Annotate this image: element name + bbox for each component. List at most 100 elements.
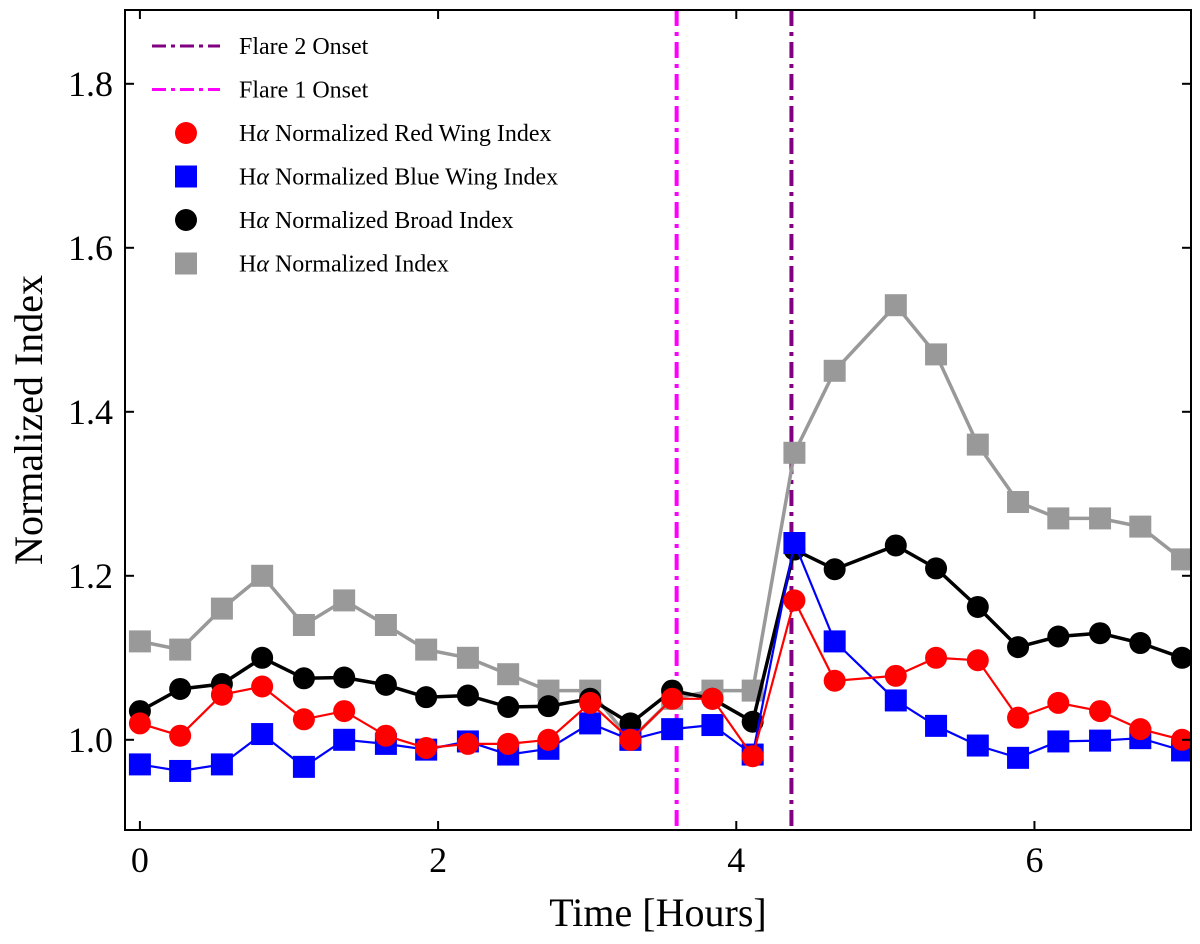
legend-item: Hα Normalized Red Wing Index bbox=[175, 121, 551, 147]
data-point bbox=[251, 723, 274, 746]
data-point bbox=[251, 646, 274, 669]
data-point bbox=[884, 664, 907, 687]
data-point bbox=[1089, 700, 1112, 723]
data-point bbox=[210, 597, 233, 620]
data-point bbox=[292, 667, 315, 690]
data-point bbox=[374, 614, 397, 636]
data-point bbox=[1089, 622, 1112, 645]
data-point bbox=[169, 759, 192, 782]
data-point bbox=[415, 737, 438, 759]
data-point bbox=[210, 753, 233, 776]
data-point bbox=[925, 557, 948, 580]
data-point bbox=[783, 589, 806, 612]
legend-marker bbox=[175, 252, 197, 275]
data-point bbox=[169, 724, 192, 747]
legend-label: Hα Normalized Index bbox=[239, 252, 449, 278]
legend-label-prefix: H bbox=[239, 208, 256, 234]
data-point bbox=[1007, 706, 1030, 729]
data-point bbox=[374, 673, 397, 696]
x-tick-label: 0 bbox=[131, 840, 149, 880]
data-point bbox=[701, 687, 724, 710]
legend-label-symbol: α bbox=[256, 208, 269, 234]
plot-frame bbox=[124, 9, 1192, 831]
data-point bbox=[497, 696, 520, 718]
data-point bbox=[1047, 730, 1070, 753]
legend-label: Flare 2 Onset bbox=[239, 34, 369, 60]
y-tick-label: 1.6 bbox=[68, 228, 113, 268]
data-point bbox=[884, 689, 907, 712]
data-point bbox=[925, 646, 948, 669]
data-point bbox=[823, 359, 846, 382]
plot-background bbox=[125, 10, 1191, 830]
data-point bbox=[169, 638, 192, 661]
data-point bbox=[783, 441, 806, 464]
data-point bbox=[1007, 636, 1030, 659]
data-point bbox=[1047, 507, 1070, 530]
data-point bbox=[456, 646, 479, 669]
data-point bbox=[292, 708, 315, 731]
data-point bbox=[1089, 729, 1112, 752]
legend-item: Flare 1 Onset bbox=[152, 78, 369, 104]
data-point bbox=[925, 343, 948, 366]
data-point bbox=[823, 669, 846, 692]
data-point bbox=[1171, 646, 1191, 669]
data-point bbox=[374, 724, 397, 747]
legend-label-suffix: Normalized Red Wing Index bbox=[269, 121, 552, 147]
y-tick-label: 1.2 bbox=[68, 556, 113, 596]
data-point bbox=[537, 728, 560, 751]
x-tick-label: 4 bbox=[727, 840, 745, 880]
data-point bbox=[292, 755, 315, 778]
data-point bbox=[783, 532, 806, 554]
legend-label-prefix: H bbox=[239, 252, 256, 278]
data-point bbox=[966, 433, 989, 456]
data-point bbox=[701, 714, 724, 737]
data-point bbox=[823, 630, 846, 653]
data-point bbox=[966, 649, 989, 672]
series-layer bbox=[128, 294, 1191, 782]
legend-label-prefix: H bbox=[239, 121, 256, 147]
data-point bbox=[333, 700, 356, 723]
data-point bbox=[661, 718, 684, 741]
data-point bbox=[333, 728, 356, 751]
data-point bbox=[966, 734, 989, 757]
legend-label-symbol: α bbox=[256, 121, 269, 147]
data-point bbox=[497, 663, 520, 686]
data-point bbox=[1129, 632, 1152, 655]
data-point bbox=[1007, 746, 1030, 769]
data-point bbox=[1129, 515, 1152, 538]
data-point bbox=[884, 534, 907, 557]
legend-item: Hα Normalized Index bbox=[175, 252, 449, 278]
x-axis-title: Time [Hours] bbox=[549, 890, 766, 935]
legend-label-symbol: α bbox=[256, 252, 269, 278]
data-point bbox=[1171, 548, 1191, 571]
data-point bbox=[925, 714, 948, 737]
legend-label-symbol: α bbox=[256, 165, 269, 191]
data-point bbox=[456, 684, 479, 707]
data-point bbox=[415, 686, 438, 709]
legend-item: Flare 2 Onset bbox=[152, 34, 369, 60]
data-point bbox=[456, 732, 479, 755]
data-point bbox=[741, 745, 764, 768]
legend-item: Hα Normalized Broad Index bbox=[175, 208, 514, 234]
data-point bbox=[292, 614, 315, 636]
y-axis-title: Normalized Index bbox=[6, 275, 51, 565]
data-point bbox=[884, 294, 907, 317]
legend-label: Hα Normalized Red Wing Index bbox=[239, 121, 551, 147]
legend-marker bbox=[175, 165, 197, 188]
data-point bbox=[1089, 507, 1112, 530]
data-point bbox=[497, 732, 520, 755]
series bbox=[128, 589, 1191, 768]
y-tick-label: 1.8 bbox=[68, 64, 113, 104]
legend-marker bbox=[175, 209, 197, 231]
y-axis: 1.0 1.2 1.4 1.6 1.8 bbox=[68, 64, 1191, 760]
legend-label-suffix: Normalized Index bbox=[269, 252, 449, 278]
data-point bbox=[128, 630, 151, 653]
legend-marker bbox=[175, 122, 197, 144]
legend-label: Hα Normalized Broad Index bbox=[239, 208, 514, 234]
legend-label-prefix: H bbox=[239, 165, 256, 191]
x-tick-label: 2 bbox=[429, 840, 447, 880]
legend: Flare 2 Onset Flare 1 Onset Hα Normalized … bbox=[152, 34, 558, 278]
data-point bbox=[1047, 691, 1070, 714]
data-point bbox=[169, 677, 192, 700]
